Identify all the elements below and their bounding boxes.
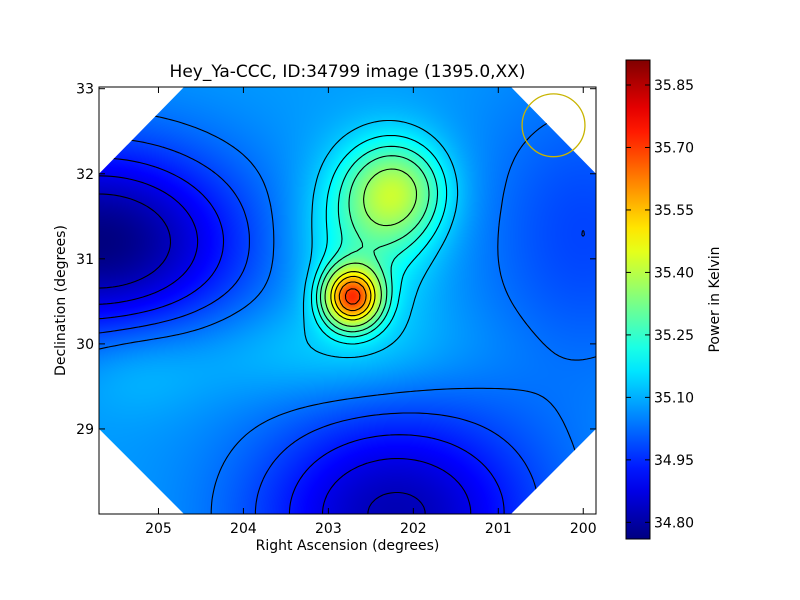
- contour-level-0: [99, 193, 426, 514]
- x-tick-label: 201: [485, 521, 512, 537]
- y-tick-label: 31: [76, 252, 94, 268]
- contour-level-13: [344, 288, 361, 305]
- plot-area: [99, 87, 596, 514]
- contour-level-6: [310, 134, 448, 345]
- y-tick-label: 33: [76, 82, 94, 98]
- y-axis-ticks: 29 30 31 32 33: [76, 82, 596, 438]
- x-tick-label: 205: [145, 521, 172, 537]
- contour-level-9: [324, 168, 418, 327]
- contour-level-1: [99, 175, 472, 514]
- contour-level-7: [315, 145, 439, 338]
- contour-level-8: [319, 155, 430, 333]
- contour-level-5: [302, 119, 459, 359]
- colorbar-frame: [625, 59, 651, 540]
- chart-title: Hey_Ya-CCC, ID:34799 image (1395.0,XX): [170, 62, 526, 82]
- x-axis-label: Right Ascension (degrees): [256, 538, 440, 554]
- colorbar-tick-label: 34.95: [654, 453, 694, 469]
- colorbar-tick-label: 35.85: [654, 78, 694, 94]
- y-tick-label: 30: [76, 337, 94, 353]
- heatmap-image: [99, 87, 596, 514]
- contour-level-12: [338, 281, 367, 312]
- contour-level-10: [330, 271, 376, 321]
- x-tick-label: 204: [230, 521, 257, 537]
- colorbar-label: Power in Kelvin: [707, 246, 723, 352]
- colorbar-tick-label: 35.40: [654, 265, 694, 281]
- colorbar-tick-label: 34.80: [654, 515, 694, 531]
- colorbar-gradient: [626, 60, 650, 539]
- contour-lines: [99, 110, 596, 514]
- colorbar-tick-label: 35.70: [654, 140, 694, 156]
- x-tick-label: 203: [315, 521, 342, 537]
- colorbar-ticks: 34.80 34.95 35.10 35.25 35.40 35.55 35.70 35.85: [626, 78, 694, 531]
- beam-circle: [521, 93, 586, 158]
- colorbar-tick-label: 35.25: [654, 328, 694, 344]
- colorbar-tick-label: 35.10: [654, 390, 694, 406]
- plot-frame: [98, 86, 597, 515]
- colorbar-tick-label: 35.55: [654, 203, 694, 219]
- x-axis-ticks: 205 204 203 202 201 200: [145, 87, 597, 537]
- y-axis-label: Declination (degrees): [53, 225, 69, 376]
- y-tick-label: 32: [76, 167, 94, 183]
- colorbar: 34.80 34.95 35.10 35.25 35.40 35.55 35.70 35.85: [625, 59, 694, 540]
- y-tick-label: 29: [76, 422, 94, 438]
- x-tick-label: 200: [570, 521, 597, 537]
- x-tick-label: 202: [400, 521, 427, 537]
- contour-level-11: [334, 275, 372, 317]
